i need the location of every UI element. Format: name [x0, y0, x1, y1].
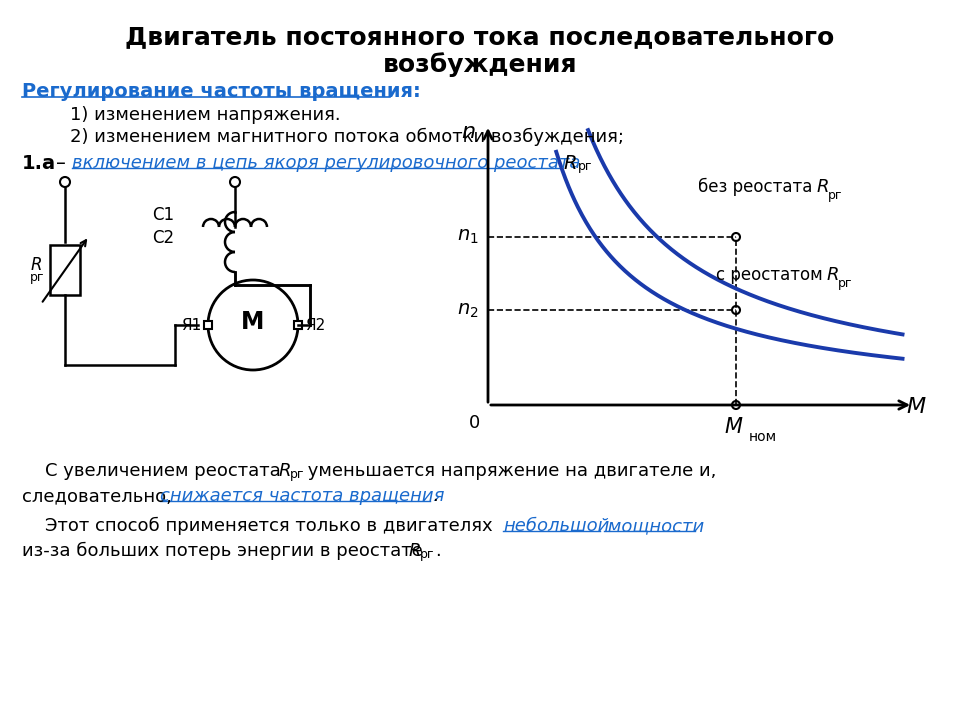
Text: $n_2$: $n_2$ [457, 300, 479, 320]
Text: С увеличением реостата: С увеличением реостата [22, 462, 286, 480]
Text: $R$: $R$ [816, 178, 828, 196]
Text: рг: рг [420, 548, 435, 561]
Text: 2) изменением магнитного потока обмотки возбуждения;: 2) изменением магнитного потока обмотки … [70, 128, 624, 146]
Text: рг: рг [30, 271, 44, 284]
Text: $R$: $R$ [563, 154, 577, 173]
Text: М: М [241, 310, 265, 334]
Text: $M$: $M$ [724, 417, 744, 437]
Text: $R$: $R$ [826, 266, 839, 284]
Text: следовательно,: следовательно, [22, 487, 178, 505]
Text: С1: С1 [152, 206, 174, 224]
Text: с реостатом: с реостатом [716, 266, 828, 284]
Text: рг: рг [290, 468, 304, 481]
Text: рг: рг [838, 276, 852, 289]
Text: 1) изменением напряжения.: 1) изменением напряжения. [70, 106, 341, 124]
Text: n: n [461, 122, 475, 142]
Text: $R$: $R$ [408, 542, 420, 560]
Text: .: . [435, 542, 441, 560]
Text: возбуждения: возбуждения [383, 52, 577, 77]
Bar [294, 321, 302, 329]
Text: рг: рг [828, 189, 843, 202]
Text: рг: рг [578, 160, 592, 173]
Text: Этот способ применяется только в двигателях: Этот способ применяется только в двигате… [22, 517, 498, 535]
Bar [50, 245, 80, 295]
Text: уменьшается напряжение на двигателе и,: уменьшается напряжение на двигателе и, [302, 462, 716, 480]
Text: $R$: $R$ [30, 256, 42, 274]
Text: Я1: Я1 [180, 318, 202, 333]
Text: из-за больших потерь энергии в реостате: из-за больших потерь энергии в реостате [22, 542, 428, 560]
Bar [204, 321, 212, 329]
Text: без реостата: без реостата [698, 178, 818, 196]
Text: 0: 0 [468, 414, 480, 432]
Circle shape [732, 306, 740, 314]
Circle shape [732, 233, 740, 241]
Text: –: – [56, 154, 66, 173]
Text: Регулирование частоты вращения:: Регулирование частоты вращения: [22, 82, 420, 101]
Text: мощности: мощности [602, 517, 705, 535]
Text: включением в цепь якоря регулировочного реостата: включением в цепь якоря регулировочного … [72, 154, 581, 172]
Circle shape [732, 401, 740, 409]
Text: С2: С2 [152, 229, 174, 247]
Text: ном: ном [749, 430, 778, 444]
Text: M: M [906, 397, 925, 417]
Text: 1.а: 1.а [22, 154, 56, 173]
Text: небольшой: небольшой [503, 517, 610, 535]
Text: снижается частота вращения: снижается частота вращения [160, 487, 444, 505]
Text: Я2: Я2 [305, 318, 325, 333]
Text: $R$: $R$ [278, 462, 291, 480]
Text: Двигатель постоянного тока последовательного: Двигатель постоянного тока последователь… [126, 25, 834, 49]
Text: .: . [432, 487, 438, 505]
Text: $n_1$: $n_1$ [457, 228, 479, 246]
